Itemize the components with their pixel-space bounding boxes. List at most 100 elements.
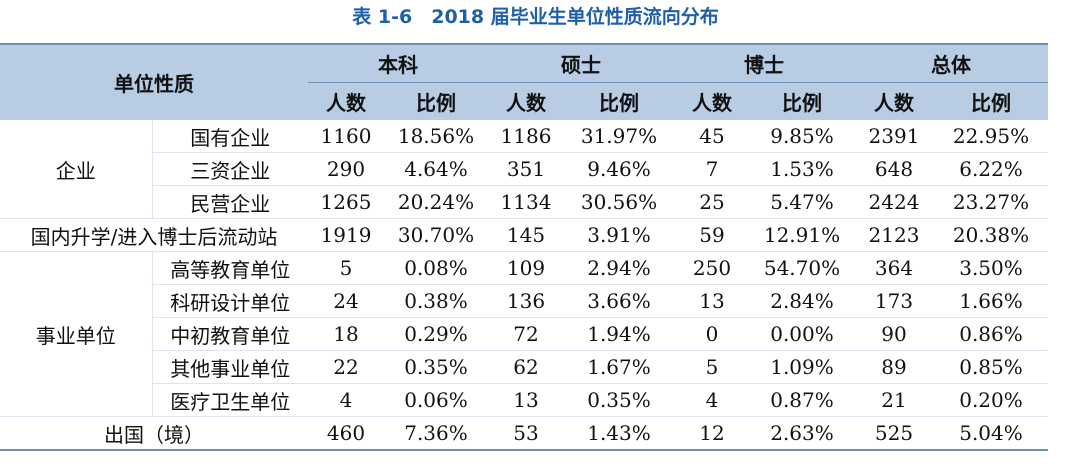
header-group-total: 总体 bbox=[854, 44, 1048, 83]
cell-value: 59 bbox=[674, 218, 750, 252]
cell-value: 173 bbox=[854, 284, 934, 318]
header-count: 人数 bbox=[488, 82, 564, 120]
cell-value: 1.66% bbox=[934, 284, 1048, 318]
cell-value: 525 bbox=[874, 421, 914, 445]
cell-value: 0.20% bbox=[934, 383, 1048, 417]
cell-value: 0.85% bbox=[934, 350, 1048, 384]
cell-value: 290 bbox=[308, 152, 384, 186]
cell-value: 0.35% bbox=[384, 350, 488, 384]
cell-value: 5.04% bbox=[959, 421, 1023, 445]
cell-value: 1.53% bbox=[750, 152, 854, 186]
header-ratio: 比例 bbox=[934, 82, 1048, 120]
table-title: 表 1-6 2018 届毕业生单位性质流向分布 bbox=[352, 6, 719, 28]
cell-value: 13 bbox=[488, 383, 564, 417]
cell-value: 18 bbox=[308, 317, 384, 351]
cell-value: 45 bbox=[674, 120, 750, 153]
destination-table: 单位性质 本科 硕士 博士 总体 人数 比例 人数 比例 人数 比例 人数 比例… bbox=[0, 43, 1048, 451]
header-count: 人数 bbox=[674, 82, 750, 120]
cell-value: 20.38% bbox=[934, 218, 1048, 252]
cell-value: 0.06% bbox=[384, 383, 488, 417]
header-count: 人数 bbox=[854, 82, 934, 120]
cell-value: 72 bbox=[488, 317, 564, 351]
row-label: 科研设计单位 bbox=[152, 284, 308, 318]
cell-value: 3.66% bbox=[564, 284, 674, 318]
cell-value: 364 bbox=[854, 251, 934, 285]
row-label: 三资企业 bbox=[152, 152, 308, 186]
row-label: 国有企业 bbox=[152, 120, 308, 153]
table-row: 国内升学/进入博士后流动站 1919 30.70% 145 3.91% 59 1… bbox=[0, 218, 1048, 252]
cell-value: 2424 bbox=[854, 185, 934, 219]
cell-value: 5 bbox=[674, 350, 750, 384]
row-label: 民营企业 bbox=[152, 185, 308, 219]
cell-value: 1.94% bbox=[564, 317, 674, 351]
table-row: 医疗卫生单位 4 0.06% 13 0.35% 4 0.87% 21 0.20% bbox=[0, 383, 1048, 417]
cell-value: 20.24% bbox=[384, 185, 488, 219]
header-ratio: 比例 bbox=[384, 82, 488, 120]
group-label-enterprise: 企业 bbox=[0, 120, 153, 219]
cell-value: 0.00% bbox=[750, 317, 854, 351]
cell-value: 90 bbox=[854, 317, 934, 351]
cell-value: 9.46% bbox=[564, 152, 674, 186]
table-row: 企业 国有企业 1160 18.56% 1186 31.97% 45 9.85%… bbox=[0, 120, 1048, 219]
cell-value: 351 bbox=[488, 152, 564, 186]
cell-value: 30.70% bbox=[384, 218, 488, 252]
table-row: 科研设计单位 24 0.38% 136 3.66% 13 2.84% 173 1… bbox=[0, 284, 1048, 318]
cell-value: 22 bbox=[308, 350, 384, 384]
row-label: 其他事业单位 bbox=[152, 350, 308, 384]
cell-value: 1134 bbox=[488, 185, 564, 219]
cell-value: 1160 bbox=[308, 120, 384, 153]
cell-value: 250 bbox=[674, 251, 750, 285]
header-group-bachelor: 本科 bbox=[308, 44, 488, 83]
cell-value: 136 bbox=[488, 284, 564, 318]
cell-value: 9.85% bbox=[750, 120, 854, 153]
row-label: 中初教育单位 bbox=[152, 317, 308, 351]
cell-value: 1.67% bbox=[564, 350, 674, 384]
cell-value: 13 bbox=[674, 284, 750, 318]
cell-value: 648 bbox=[854, 152, 934, 186]
cell-value: 5.47% bbox=[750, 185, 854, 219]
row-label: 国内升学/进入博士后流动站 bbox=[0, 218, 308, 252]
row-label: 医疗卫生单位 bbox=[152, 383, 308, 417]
cell-value: 0.86% bbox=[934, 317, 1048, 351]
cell-value: 7.36% bbox=[404, 421, 468, 445]
cell-value: 7 bbox=[674, 152, 750, 186]
table-row: 出国（境） 460 7.36% 53 1.43% 12 2.63% 525 5.… bbox=[0, 417, 1048, 451]
cell-value: 3.91% bbox=[564, 218, 674, 252]
cell-value: 460 bbox=[326, 421, 366, 445]
cell-value: 4 bbox=[308, 383, 384, 417]
cell-value: 1919 bbox=[308, 218, 384, 252]
cell-value: 25 bbox=[674, 185, 750, 219]
cell-value: 4 bbox=[674, 383, 750, 417]
header-ratio: 比例 bbox=[750, 82, 854, 120]
header-group-master: 硕士 bbox=[488, 44, 674, 83]
table-row: 民营企业 1265 20.24% 1134 30.56% 25 5.47% 24… bbox=[0, 185, 1048, 219]
table-row: 中初教育单位 18 0.29% 72 1.94% 0 0.00% 90 0.86… bbox=[0, 317, 1048, 351]
header-count: 人数 bbox=[308, 82, 384, 120]
cell-value: 5 bbox=[308, 251, 384, 285]
cell-value: 2.94% bbox=[564, 251, 674, 285]
cell-value: 89 bbox=[854, 350, 934, 384]
cell-value: 2.84% bbox=[750, 284, 854, 318]
group-label-public-institution: 事业单位 bbox=[0, 251, 153, 417]
cell-value: 0.29% bbox=[384, 317, 488, 351]
cell-value: 23.27% bbox=[934, 185, 1048, 219]
cell-value: 54.70% bbox=[750, 251, 854, 285]
cell-value: 1265 bbox=[308, 185, 384, 219]
cell-value: 24 bbox=[308, 284, 384, 318]
cell-value: 31.97% bbox=[564, 120, 674, 153]
cell-value: 62 bbox=[488, 350, 564, 384]
cell-value: 145 bbox=[488, 218, 564, 252]
cell-value: 0.35% bbox=[564, 383, 674, 417]
cell-value: 21 bbox=[854, 383, 934, 417]
cell-value: 1.09% bbox=[750, 350, 854, 384]
table-row: 三资企业 290 4.64% 351 9.46% 7 1.53% 648 6.2… bbox=[0, 152, 1048, 186]
cell-value: 2391 bbox=[854, 120, 934, 153]
cell-value: 0 bbox=[674, 317, 750, 351]
cell-value: 109 bbox=[488, 251, 564, 285]
row-label: 高等教育单位 bbox=[152, 251, 308, 285]
table-row: 事业单位 高等教育单位 5 0.08% 109 2.94% 250 54.70%… bbox=[0, 251, 1048, 417]
cell-value: 53 bbox=[513, 421, 539, 445]
cell-value: 18.56% bbox=[384, 120, 488, 153]
header-unit-type: 单位性质 bbox=[0, 44, 308, 120]
cell-value: 0.87% bbox=[750, 383, 854, 417]
